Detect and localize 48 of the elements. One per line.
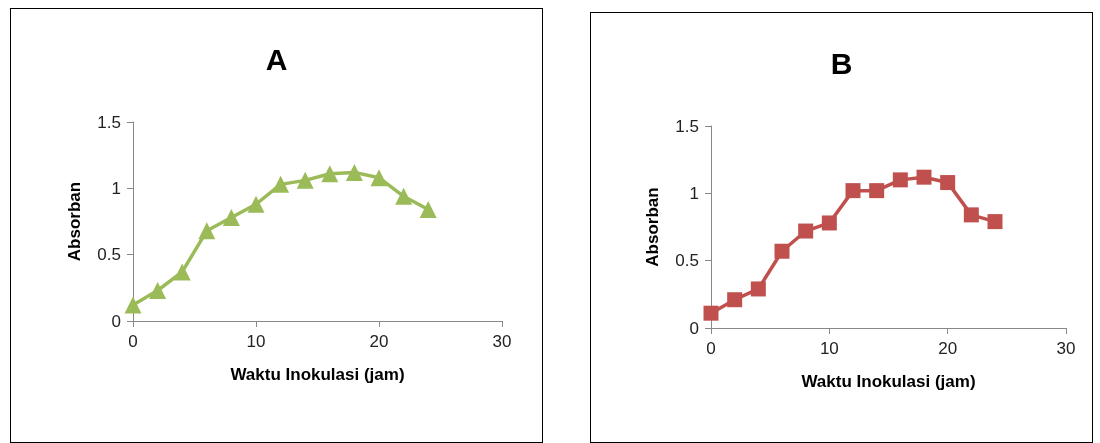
x-tick-label: 30 [492,332,512,351]
point [124,296,142,314]
y-axis-title: Absorban [643,187,662,267]
point [845,183,861,199]
point [940,175,956,191]
x-tick-label: 10 [819,339,839,358]
point [774,243,790,259]
y-tick-label: 1.5 [97,112,121,132]
point [727,292,743,308]
point [419,201,437,219]
point [703,305,719,321]
x-axis-title: Waktu Inokulasi (jam) [801,372,976,391]
x-tick-label: 10 [246,332,266,351]
y-tick-label: 1.5 [675,116,699,136]
point [869,183,885,199]
point [198,222,216,240]
point [222,209,240,227]
point [798,223,814,239]
chart-title: A [265,42,288,76]
x-tick-label: 0 [706,339,716,358]
point [296,171,314,189]
point [272,175,290,193]
point [963,207,979,223]
point [370,169,388,187]
y-tick-label: 0.5 [97,245,121,265]
chart-title: B [830,46,853,80]
x-tick-label: 0 [128,332,138,351]
point [821,215,837,231]
point [321,165,339,183]
point [750,281,766,297]
y-tick-label: 0 [111,311,121,331]
x-tick-label: 30 [1056,339,1076,358]
point [345,163,363,181]
x-axis-title: Waktu Inokulasi (jam) [230,365,405,384]
x-tick-label: 20 [938,339,958,358]
point [149,281,167,299]
point [247,195,265,213]
y-tick-label: 0 [689,318,699,338]
y-axis-title: Absorban [65,181,84,262]
point [395,187,413,205]
point [987,214,1003,230]
y-tick-label: 1 [689,183,699,203]
y-tick-label: 1 [111,178,121,198]
point [173,263,191,281]
x-tick-label: 20 [369,332,389,351]
point [892,172,908,188]
y-tick-label: 0.5 [675,251,699,271]
point [916,169,932,185]
